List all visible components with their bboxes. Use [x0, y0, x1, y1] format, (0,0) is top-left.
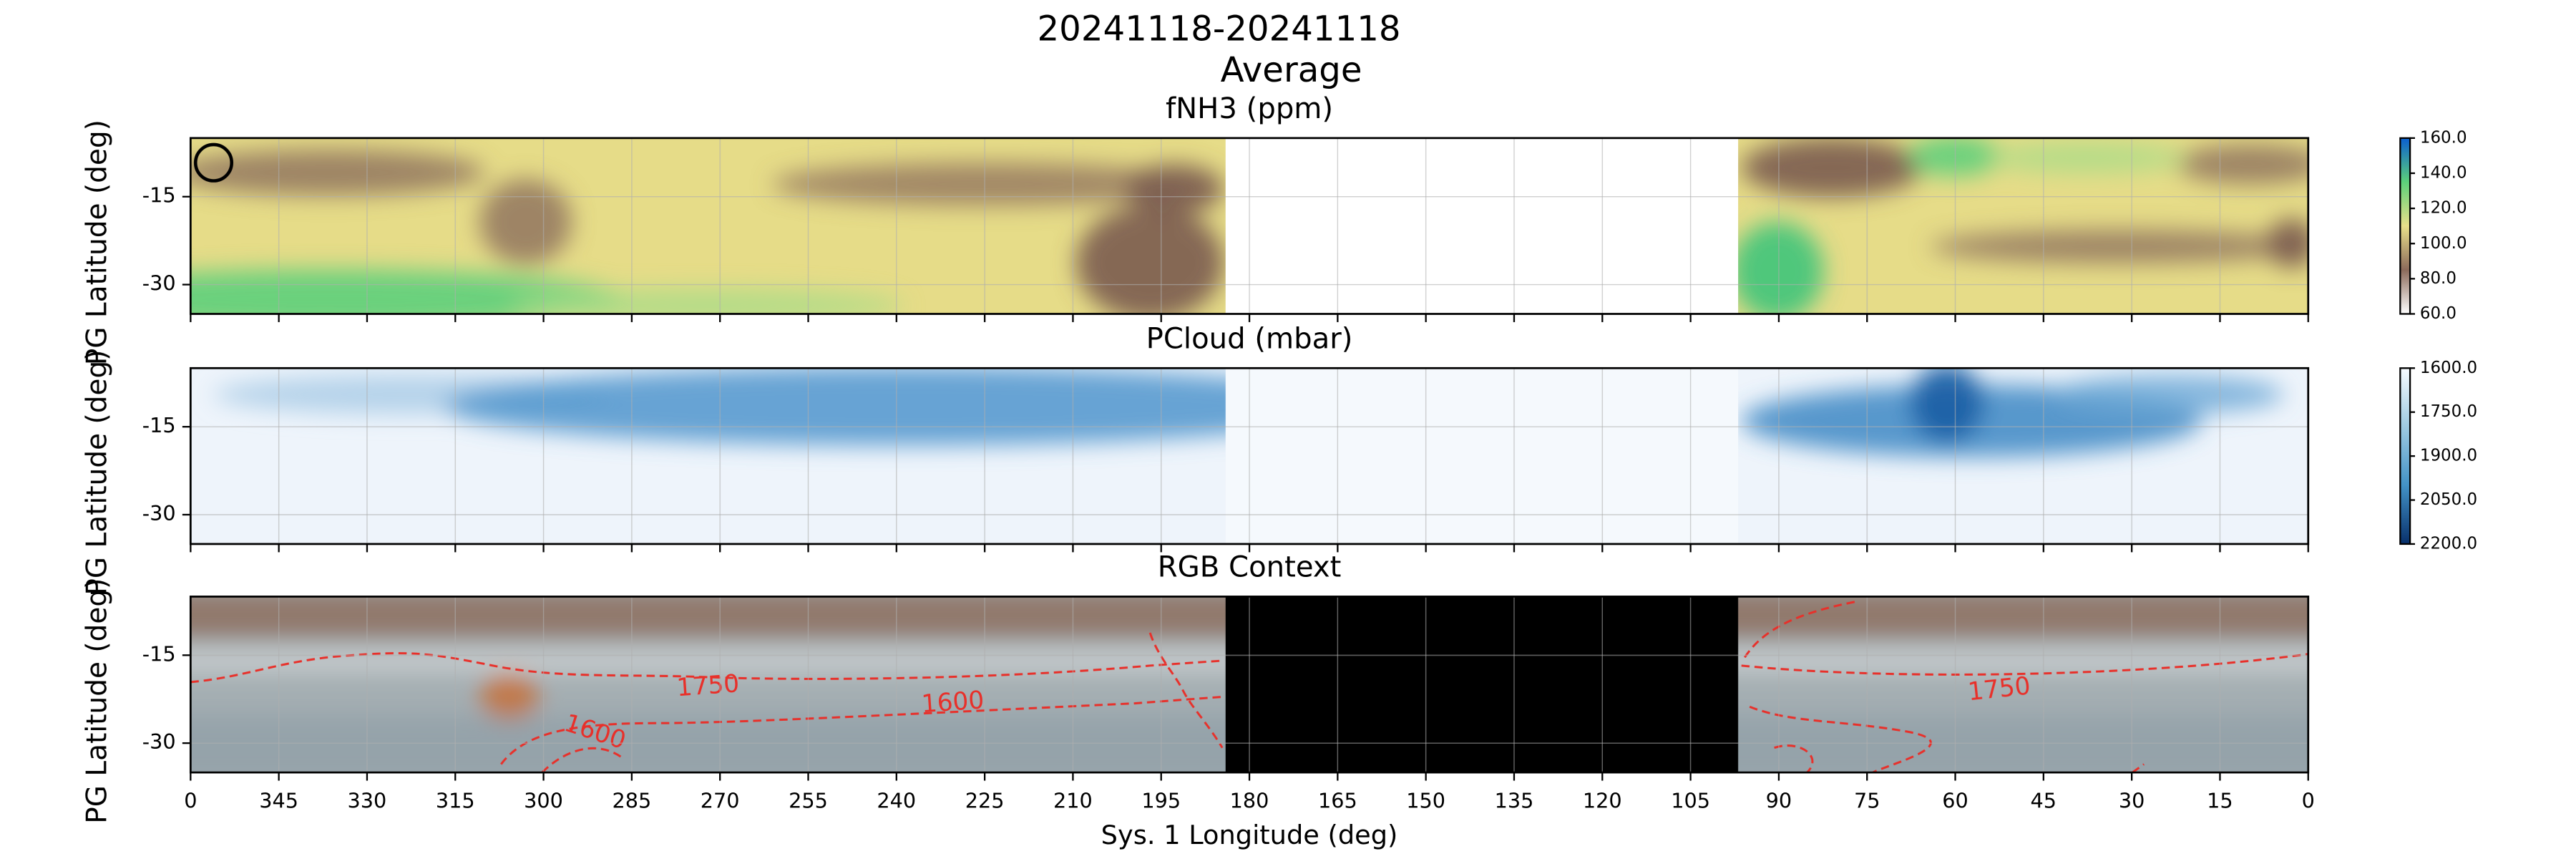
- image-feature: [1930, 230, 2308, 263]
- axes-frame: [189, 596, 2310, 774]
- contour: [500, 695, 1223, 765]
- suptitle: 20241118-20241118: [1038, 9, 1401, 49]
- panel-title: PCloud (mbar): [1146, 322, 1353, 355]
- x-tick-label: 0: [2302, 788, 2315, 812]
- y-tick-label: -15: [142, 641, 176, 666]
- no-data: [1225, 596, 1739, 773]
- image-feature: [1731, 221, 1824, 314]
- image-feature: [2267, 218, 2308, 268]
- contour: [190, 652, 1223, 684]
- colorbar-tick-label: 2050.0: [2420, 490, 2477, 509]
- image-feature: [479, 179, 572, 265]
- colorbar-tick-label: 160.0: [2420, 128, 2467, 147]
- axes-frame: [189, 137, 2310, 315]
- image-feature: [2053, 374, 2284, 414]
- image-features: [213, 368, 2284, 457]
- colorbar-tick-label: 1600.0: [2420, 359, 2477, 377]
- image-feature: [190, 149, 485, 196]
- y-tick-label: -30: [142, 271, 176, 296]
- axes-frame: [189, 367, 2310, 545]
- x-tick-label: 240: [877, 788, 916, 812]
- image-feature: [479, 672, 540, 719]
- x-tick-label: 105: [1671, 788, 1710, 812]
- x-tick-label: 75: [1854, 788, 1880, 812]
- colorbar-tick-label: 60.0: [2420, 304, 2457, 323]
- x-tick-label: 345: [259, 788, 298, 812]
- image-features: [190, 137, 2308, 314]
- contour: [541, 747, 625, 773]
- contour: [1749, 705, 1932, 773]
- colorbar-tick-label: 120.0: [2420, 199, 2467, 218]
- colorbar-tick-label: 1750.0: [2420, 402, 2477, 421]
- y-tick-label: -30: [142, 729, 176, 754]
- contour: [2132, 763, 2145, 773]
- x-tick-label: 255: [789, 788, 828, 812]
- no-data: [1225, 137, 1739, 314]
- colorbar-tick-label: 140.0: [2420, 163, 2467, 182]
- panel-title: RGB Context: [1158, 550, 1342, 583]
- image-feature: [1988, 142, 2185, 173]
- y-axis-label: PG Latitude (deg): [81, 120, 113, 365]
- x-tick-label: 330: [348, 788, 387, 812]
- colorbar-tick-label: 100.0: [2420, 234, 2467, 253]
- y-tick-label: -15: [142, 183, 176, 208]
- contour-label: 1600: [920, 686, 985, 719]
- suptitle: Average: [1221, 50, 1362, 90]
- x-tick-label: 45: [2031, 788, 2057, 812]
- x-tick-label: 60: [1942, 788, 1968, 812]
- contour: [1741, 653, 2308, 676]
- x-tick-label: 165: [1318, 788, 1357, 812]
- x-tick-label: 30: [2119, 788, 2145, 812]
- image-feature: [1125, 164, 1224, 214]
- x-tick-label: 225: [965, 788, 1005, 812]
- x-tick-label: 90: [1766, 788, 1792, 812]
- x-tick-label: 135: [1495, 788, 1534, 812]
- colorbar: [2399, 137, 2411, 315]
- x-tick-label: 180: [1230, 788, 1269, 812]
- x-tick-label: 315: [436, 788, 475, 812]
- image-feature: [509, 289, 904, 314]
- contour-label: 1750: [675, 669, 740, 702]
- contour: [1148, 632, 1224, 749]
- contour: [1774, 744, 1814, 773]
- marker: [193, 142, 234, 183]
- x-tick-label: 270: [701, 788, 740, 812]
- image: [190, 137, 2308, 314]
- x-tick-label: 0: [184, 788, 197, 812]
- image-feature: [444, 368, 1364, 446]
- image-feature: [2177, 145, 2308, 185]
- y-axis-label: PG Latitude (deg): [81, 350, 113, 596]
- x-tick-label: 285: [612, 788, 651, 812]
- image-feature: [1741, 137, 1923, 198]
- contour: [1744, 600, 1857, 659]
- panel-title: fNH3 (ppm): [1166, 92, 1333, 125]
- no-data: [1225, 368, 1739, 544]
- colorbar-tick-label: 1900.0: [2420, 447, 2477, 465]
- colorbar-tick-label: 2200.0: [2420, 534, 2477, 553]
- colorbar-tick-label: 80.0: [2420, 269, 2457, 288]
- y-axis-label: PG Latitude (deg): [81, 578, 113, 824]
- image-feature: [1075, 205, 1224, 314]
- contour-label: 1750: [1966, 671, 2031, 707]
- colorbar: [2399, 367, 2411, 545]
- x-tick-label: 15: [2207, 788, 2233, 812]
- image-feature: [772, 162, 1200, 205]
- x-tick-label: 150: [1406, 788, 1445, 812]
- x-tick-label: 210: [1053, 788, 1093, 812]
- x-tick-label: 120: [1583, 788, 1622, 812]
- y-tick-label: -15: [142, 413, 176, 437]
- x-tick-label: 300: [524, 788, 563, 812]
- image-feature: [1911, 368, 1984, 442]
- x-tick-label: 195: [1141, 788, 1181, 812]
- x-axis-label: Sys. 1 Longitude (deg): [1101, 820, 1398, 850]
- y-tick-label: -30: [142, 501, 176, 525]
